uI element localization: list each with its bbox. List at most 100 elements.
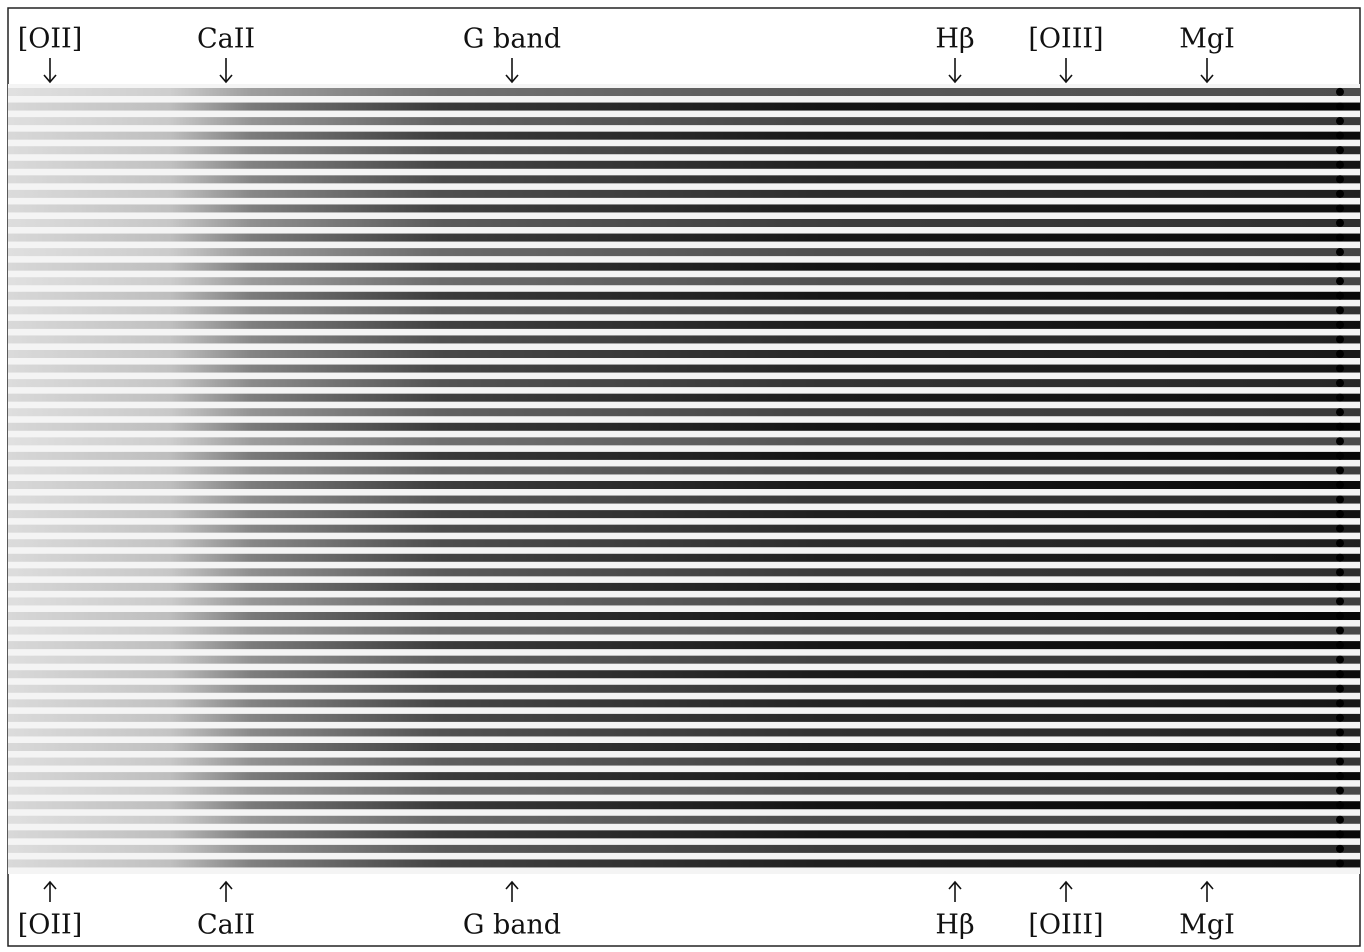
spectrum-end: [1336, 611, 1344, 620]
top-arrow-head: [43, 74, 57, 84]
spectrum-end: [1336, 262, 1344, 271]
spectrum-end: [1336, 597, 1344, 606]
bottom-arrow-head: [1200, 880, 1214, 890]
spectrum-end: [1336, 510, 1344, 519]
top-arrow-head: [219, 74, 233, 84]
spectrum: [8, 757, 1360, 766]
spectrum: [8, 539, 1360, 548]
spectrum: [8, 597, 1360, 606]
spectrum-end: [1336, 582, 1344, 591]
spectrum: [8, 568, 1360, 577]
bottom-line-label: Hβ: [935, 910, 974, 941]
bottom-arrow-head: [43, 880, 57, 890]
spectrum: [8, 713, 1360, 722]
spectrum: [8, 219, 1360, 228]
spectrum-end: [1336, 757, 1344, 766]
spectrum: [8, 146, 1360, 155]
spectrum-end: [1336, 742, 1344, 751]
top-arrow-head: [505, 74, 519, 84]
top-line-label: G band: [463, 24, 561, 55]
spectrum-end: [1336, 320, 1344, 329]
spectrum-end: [1336, 786, 1344, 795]
spectrum: [8, 451, 1360, 460]
spectrum-end: [1336, 277, 1344, 286]
line-labels: [OII] CaII G band Hβ [OIII] MgI [OII] CaII G ban…: [18, 24, 1235, 941]
spectrum-end: [1336, 728, 1344, 737]
spectrum: [8, 655, 1360, 664]
spectrum-end: [1336, 480, 1344, 489]
spectra-background: [8, 84, 1360, 874]
spectrum: [8, 408, 1360, 417]
spectrum-end: [1336, 291, 1344, 300]
spectrum: [8, 743, 1360, 752]
spectrum: [8, 131, 1360, 140]
spectrum-end: [1336, 160, 1344, 169]
spectrum-end: [1336, 408, 1344, 417]
spectrum-end: [1336, 102, 1344, 111]
spectrum: [8, 801, 1360, 810]
spectrum-end: [1336, 859, 1344, 868]
spectrum: [8, 670, 1360, 679]
spectrum-end: [1336, 713, 1344, 722]
spectrum: [8, 641, 1360, 650]
top-line-label: MgI: [1179, 24, 1235, 55]
bottom-line-label: MgI: [1179, 910, 1235, 941]
spectrum-end: [1336, 204, 1344, 213]
spectrum-end: [1336, 393, 1344, 402]
spectrum: [8, 495, 1360, 504]
spectrum: [8, 728, 1360, 737]
spectrum: [8, 320, 1360, 329]
spectrum: [8, 612, 1360, 621]
top-arrow-head: [948, 74, 962, 84]
spectrum-end: [1336, 553, 1344, 562]
spectrum: [8, 772, 1360, 781]
spectrum: [8, 859, 1360, 868]
spectrum: [8, 175, 1360, 184]
spectrum: [8, 262, 1360, 271]
spectrum-end: [1336, 495, 1344, 504]
bottom-line-label: [OII]: [18, 910, 83, 941]
spectra-stripes: [8, 87, 1360, 868]
spectrum-end: [1336, 422, 1344, 431]
spectrum-end: [1336, 451, 1344, 460]
spectrum: [8, 233, 1360, 242]
bottom-line-label: CaII: [197, 910, 255, 941]
spectrum-end: [1336, 364, 1344, 373]
spectrum: [8, 844, 1360, 853]
spectrum: [8, 393, 1360, 402]
spectrum: [8, 88, 1360, 97]
spectrum: [8, 786, 1360, 795]
spectrum-end: [1336, 830, 1344, 839]
spectrum: [8, 582, 1360, 591]
spectrum-end: [1336, 626, 1344, 635]
spectrum: [8, 335, 1360, 344]
spectrum-end: [1336, 335, 1344, 344]
top-arrow-head: [1200, 74, 1214, 84]
spectrum-end: [1336, 670, 1344, 679]
spectrum: [8, 481, 1360, 490]
spectrum-end: [1336, 655, 1344, 664]
spectrum-end: [1336, 349, 1344, 358]
spectrum-end: [1336, 684, 1344, 693]
spectrum-end: [1336, 218, 1344, 227]
spectrum-end: [1336, 815, 1344, 824]
spectrum-end: [1336, 117, 1344, 126]
bottom-line-label: G band: [463, 910, 561, 941]
spectrum: [8, 306, 1360, 315]
spectrum: [8, 684, 1360, 693]
spectrum-end: [1336, 466, 1344, 475]
spectrum: [8, 815, 1360, 824]
bottom-line-label: [OIII]: [1028, 910, 1103, 941]
top-line-label: Hβ: [935, 24, 974, 55]
spectrum-end: [1336, 233, 1344, 242]
spectrum-end: [1336, 131, 1344, 140]
spectrum: [8, 117, 1360, 126]
spectrum: [8, 291, 1360, 300]
spectrum: [8, 379, 1360, 388]
spectrum-end: [1336, 379, 1344, 388]
spectrum: [8, 422, 1360, 431]
spectrum: [8, 160, 1360, 169]
spectrum: [8, 350, 1360, 359]
spectrum: [8, 699, 1360, 708]
spectrum: [8, 524, 1360, 533]
